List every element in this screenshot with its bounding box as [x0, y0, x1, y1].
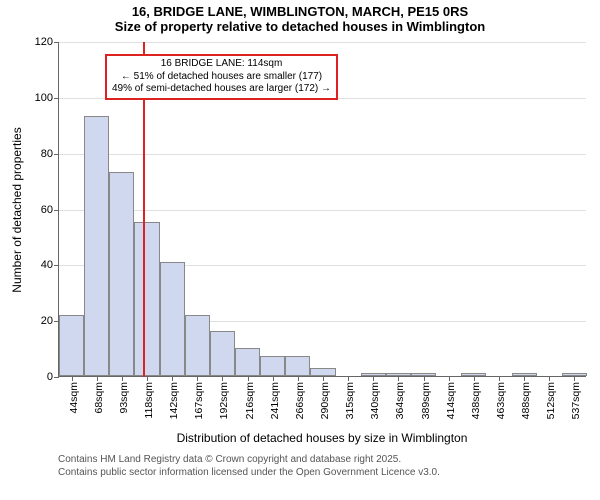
xtick-mark: [147, 376, 148, 381]
xtick-mark: [172, 376, 173, 381]
xtick-label: 290sqm: [319, 382, 331, 419]
xtick-mark: [348, 376, 349, 381]
xtick-label: 389sqm: [420, 382, 432, 419]
xtick-mark: [574, 376, 575, 381]
ytick-mark: [54, 154, 59, 155]
ytick-mark: [54, 42, 59, 43]
xtick-label: 241sqm: [269, 382, 281, 419]
ytick-label: 20: [41, 315, 53, 327]
xtick-label: 438sqm: [470, 382, 482, 419]
gridline: [59, 42, 586, 43]
xtick-mark: [72, 376, 73, 381]
histogram-bar: [109, 172, 134, 376]
xtick-label: 414sqm: [445, 382, 457, 419]
x-axis-label: Distribution of detached houses by size …: [58, 431, 586, 445]
histogram-bar: [59, 315, 84, 376]
callout-line-text: 49% of semi-detached houses are larger (…: [112, 83, 331, 96]
histogram-bar: [235, 348, 260, 376]
xtick-mark: [248, 376, 249, 381]
y-axis-label: Number of detached properties: [10, 127, 24, 292]
xtick-mark: [298, 376, 299, 381]
histogram-bar: [185, 315, 210, 376]
ytick-mark: [54, 98, 59, 99]
xtick-label: 463sqm: [495, 382, 507, 419]
xtick-label: 340sqm: [369, 382, 381, 419]
chart-title-main: 16, BRIDGE LANE, WIMBLINGTON, MARCH, PE1…: [0, 4, 600, 19]
plot-area: 02040608010012044sqm68sqm93sqm118sqm142s…: [58, 42, 586, 377]
histogram-bar: [310, 368, 335, 376]
xtick-mark: [524, 376, 525, 381]
callout-line-text: 16 BRIDGE LANE: 114sqm: [112, 58, 331, 71]
xtick-label: 364sqm: [394, 382, 406, 419]
xtick-mark: [424, 376, 425, 381]
chart-title-sub: Size of property relative to detached ho…: [0, 19, 600, 34]
xtick-label: 537sqm: [570, 382, 582, 419]
ytick-label: 0: [47, 371, 53, 383]
xtick-mark: [373, 376, 374, 381]
footer-line-1: Contains HM Land Registry data © Crown c…: [58, 453, 440, 466]
histogram-bar: [285, 356, 310, 376]
xtick-label: 118sqm: [143, 382, 155, 419]
histogram-bar: [160, 262, 185, 376]
ytick-label: 100: [35, 92, 53, 104]
ytick-mark: [54, 377, 59, 378]
histogram-bar: [210, 331, 235, 376]
xtick-label: 192sqm: [218, 382, 230, 419]
xtick-label: 68sqm: [93, 382, 105, 414]
xtick-label: 167sqm: [193, 382, 205, 419]
chart-title-block: 16, BRIDGE LANE, WIMBLINGTON, MARCH, PE1…: [0, 4, 600, 34]
xtick-label: 512sqm: [545, 382, 557, 419]
ytick-label: 40: [41, 259, 53, 271]
gridline: [59, 210, 586, 211]
xtick-mark: [549, 376, 550, 381]
xtick-mark: [222, 376, 223, 381]
xtick-mark: [398, 376, 399, 381]
xtick-mark: [197, 376, 198, 381]
footer-line-2: Contains public sector information licen…: [58, 466, 440, 479]
xtick-label: 93sqm: [118, 382, 130, 414]
xtick-label: 315sqm: [344, 382, 356, 419]
xtick-mark: [323, 376, 324, 381]
callout-line-text: ← 51% of detached houses are smaller (17…: [112, 71, 331, 84]
callout-box: 16 BRIDGE LANE: 114sqm← 51% of detached …: [105, 54, 338, 100]
xtick-mark: [474, 376, 475, 381]
xtick-mark: [122, 376, 123, 381]
xtick-label: 44sqm: [68, 382, 80, 414]
ytick-mark: [54, 210, 59, 211]
histogram-bar: [134, 222, 159, 376]
ytick-mark: [54, 265, 59, 266]
ytick-label: 120: [35, 36, 53, 48]
ytick-label: 80: [41, 148, 53, 160]
xtick-mark: [449, 376, 450, 381]
histogram-bar: [260, 356, 285, 376]
xtick-mark: [97, 376, 98, 381]
xtick-mark: [499, 376, 500, 381]
histogram-chart: 16, BRIDGE LANE, WIMBLINGTON, MARCH, PE1…: [0, 0, 600, 500]
xtick-label: 142sqm: [168, 382, 180, 419]
xtick-mark: [273, 376, 274, 381]
xtick-label: 266sqm: [294, 382, 306, 419]
ytick-label: 60: [41, 204, 53, 216]
histogram-bar: [84, 116, 109, 376]
gridline: [59, 154, 586, 155]
xtick-label: 216sqm: [244, 382, 256, 419]
xtick-label: 488sqm: [520, 382, 532, 419]
chart-footer: Contains HM Land Registry data © Crown c…: [58, 453, 440, 479]
